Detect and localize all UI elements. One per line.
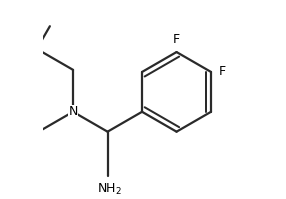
Text: F: F: [173, 33, 180, 46]
Text: F: F: [218, 65, 225, 78]
Text: NH$_2$: NH$_2$: [97, 182, 122, 197]
Text: N: N: [68, 105, 78, 118]
